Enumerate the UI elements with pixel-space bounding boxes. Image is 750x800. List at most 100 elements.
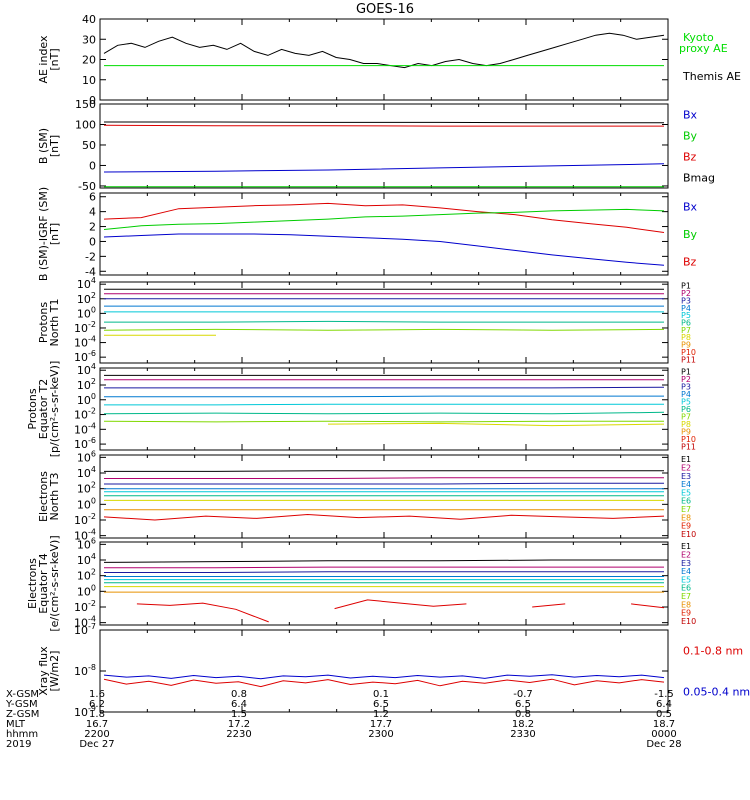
series-line-bz	[103, 202, 665, 233]
y-axis-label: [nT]	[48, 135, 61, 157]
panel-3: 6 4 20 -2 -4 B (SM)-IGRF (SM)[nT] Bx By Bz	[37, 187, 698, 281]
series-line-p3	[104, 386, 665, 389]
y-tick-label: 10-6	[74, 436, 96, 451]
x-row-label: MLT	[6, 719, 26, 730]
x-row-label: X-GSM	[6, 689, 39, 700]
y-tick-label: 50	[82, 139, 96, 152]
y-tick-label: 6	[89, 191, 96, 204]
x-tick-value: 18.7	[653, 719, 675, 730]
x-tick-value: -1.5	[654, 689, 674, 700]
legend-item: P3	[681, 296, 691, 305]
y-tick-label: 0	[89, 94, 96, 107]
series-line-e3	[104, 482, 664, 485]
legend-item: P10	[681, 348, 696, 357]
legend-item: E6	[681, 584, 691, 593]
y-tick-label: 10-8	[74, 663, 96, 678]
legend-item: P2	[681, 375, 691, 384]
legend-item: E2	[681, 463, 691, 472]
x-tick-value: 0.1	[373, 689, 389, 700]
legend-item: P9	[681, 341, 691, 350]
legend-item: E7	[681, 505, 691, 514]
legend-item: E9	[681, 609, 691, 618]
legend-item: Bx	[683, 201, 698, 214]
series-line-0-05-0-4-nm	[103, 674, 665, 680]
legend-item: Bx	[683, 109, 698, 122]
y-tick-label: 10-2	[74, 320, 96, 335]
y-tick-label: 10-4	[74, 421, 96, 436]
legend-item: P5	[681, 311, 691, 320]
series-line-p4	[104, 395, 664, 398]
y-tick-label: 104	[77, 465, 96, 480]
series-line-p8	[327, 422, 665, 427]
y-tick-label: 0	[89, 235, 96, 248]
x-tick-value: 6.4	[231, 699, 247, 710]
y-axis-label: B (SM)-IGRF (SM)	[37, 187, 50, 281]
y-axis-label: [W/m2]	[48, 651, 61, 692]
panel-frame	[99, 18, 669, 101]
legend-item: E5	[681, 575, 691, 584]
x-tick-value: 0.8	[515, 709, 531, 720]
y-tick-label: 2	[89, 221, 96, 234]
legend-item: P8	[681, 333, 691, 342]
legend-item: proxy AE	[679, 42, 728, 55]
series-line-by	[103, 208, 665, 230]
x-row-label: hhmm	[6, 729, 38, 740]
legend-item: P10	[681, 435, 696, 444]
series-line-e1	[103, 559, 664, 563]
series-line-e9	[136, 599, 665, 623]
x-tick-value: 2230	[226, 729, 251, 740]
y-tick-label: 104	[77, 552, 96, 567]
series-line-0-1-0-8-nm	[103, 678, 665, 688]
x-tick-value: 1.6	[89, 689, 105, 700]
x-row-label: Z-GSM	[6, 709, 39, 720]
legend-item: Kyoto	[683, 31, 714, 44]
legend-item: E10	[681, 530, 696, 539]
legend-item: 0.05-0.4 nm	[683, 686, 750, 699]
legend-item: E4	[681, 480, 691, 489]
y-tick-label: 40	[82, 13, 96, 26]
legend-item: E1	[681, 455, 691, 464]
y-axis-label: North T3	[48, 473, 61, 521]
y-axis-label: Electrons	[37, 471, 50, 522]
x-tick-value: 2200	[84, 729, 109, 740]
legend-item: 0.1-0.8 nm	[683, 645, 743, 658]
y-axis-label: [p/(cm²-s-sr-keV)]	[48, 361, 61, 458]
legend-item: Themis AE	[682, 70, 741, 83]
y-tick-label: 100	[77, 392, 96, 407]
x-tick-value: 2330	[510, 729, 535, 740]
legend-item: E10	[681, 617, 696, 626]
legend-item: P1	[681, 282, 691, 291]
legend-item: Bz	[683, 151, 697, 164]
legend-item: P1	[681, 368, 691, 377]
series-line-bmag	[104, 121, 664, 124]
legend-item: Bz	[683, 255, 697, 268]
y-tick-label: 10-6	[74, 349, 96, 364]
y-axis-label: North T1	[48, 299, 61, 347]
y-tick-label: 102	[77, 481, 96, 496]
x-row-label: 2019	[6, 739, 31, 750]
series-line-e9	[103, 513, 665, 521]
x-tick-value: 1.8	[89, 709, 105, 720]
y-tick-label: 10-7	[74, 622, 96, 637]
y-tick-label: 10	[82, 74, 96, 87]
legend-item: P9	[681, 427, 691, 436]
series-line-p5	[104, 403, 664, 406]
y-tick-label: 10-2	[74, 407, 96, 422]
y-tick-label: -4	[85, 265, 96, 278]
x-tick-value: 17.7	[370, 719, 392, 730]
series-line-p6	[103, 411, 665, 415]
x-tick-value: 6.5	[373, 699, 389, 710]
legend-item: Bmag	[683, 172, 715, 185]
panel-8: 10-7 10-8 10-9 Xray flux[W/m2] 0.1-0.8 nm 0.0…	[37, 622, 750, 719]
y-axis-label: B (SM)	[37, 128, 50, 164]
series-line-themis-ae	[103, 32, 665, 69]
series-line-p6	[104, 320, 664, 323]
legend-item: P2	[681, 289, 691, 298]
legend-item: P3	[681, 383, 691, 392]
x-row-label: Y-GSM	[5, 699, 38, 710]
x-tick-value: 16.7	[86, 719, 108, 730]
